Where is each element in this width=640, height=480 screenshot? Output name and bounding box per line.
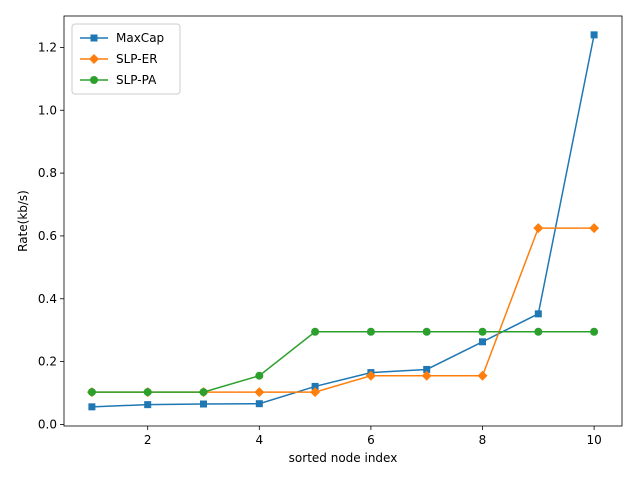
y-tick-label: 0.2 (38, 355, 57, 369)
data-point (311, 382, 319, 390)
data-point (143, 388, 152, 397)
series-line (91, 34, 595, 408)
data-point (533, 223, 544, 234)
legend-label: SLP-PA (116, 73, 157, 87)
data-point (479, 338, 486, 346)
data-point (590, 327, 599, 336)
x-tick-label: 10 (586, 433, 601, 447)
legend-entry: SLP-PA (80, 73, 157, 87)
x-axis: 2 4 6 8 10 (144, 426, 602, 447)
y-tick-label: 0.6 (38, 229, 57, 243)
legend-marker (90, 34, 98, 42)
data-point (255, 371, 264, 380)
data-point (477, 370, 488, 381)
legend-marker (90, 76, 98, 84)
data-point (310, 387, 321, 398)
data-point (421, 370, 432, 381)
legend-label: MaxCap (116, 31, 164, 45)
data-point (366, 327, 375, 336)
legend-marker (89, 54, 99, 64)
y-tick-label: 0.4 (38, 292, 57, 306)
legend-entry: SLP-ER (80, 52, 158, 66)
y-axis: 0.0 0.2 0.4 0.6 0.8 1.0 1.2 (38, 40, 64, 431)
x-tick-label: 4 (255, 433, 263, 447)
series-line (91, 330, 595, 393)
data-point (534, 327, 543, 336)
x-tick-label: 8 (479, 433, 487, 447)
data-point (199, 388, 208, 397)
data-point (423, 365, 431, 373)
legend-label: SLP-ER (116, 52, 158, 66)
x-axis-label: sorted node index (289, 451, 398, 465)
plot-frame (63, 15, 623, 427)
data-point (478, 327, 487, 336)
series-line (91, 227, 595, 393)
series-layer (86, 31, 600, 411)
y-axis-label: Rate(kb/s) (16, 190, 30, 252)
data-point (200, 400, 207, 408)
data-point (144, 401, 152, 409)
y-tick-label: 1.0 (38, 103, 57, 117)
data-point (589, 223, 600, 234)
y-tick-label: 1.2 (38, 40, 57, 54)
data-point (87, 388, 96, 397)
data-point (254, 387, 265, 398)
legend-entry: MaxCap (80, 31, 164, 45)
legend-box (71, 23, 181, 95)
data-point (534, 310, 542, 318)
data-point (255, 400, 263, 408)
series-slp-er (86, 223, 600, 398)
series-slp-pa (87, 327, 599, 397)
legend: MaxCap SLP-ER SLP-PA (71, 23, 181, 95)
data-point (365, 370, 376, 381)
data-point (311, 327, 320, 336)
data-point (590, 31, 598, 39)
x-tick-label: 2 (144, 433, 152, 447)
x-tick-label: 6 (367, 433, 375, 447)
data-point (422, 327, 431, 336)
data-point (88, 403, 96, 411)
y-tick-label: 0.8 (38, 166, 57, 180)
y-tick-label: 0.0 (38, 417, 57, 431)
plot-area (63, 15, 623, 427)
